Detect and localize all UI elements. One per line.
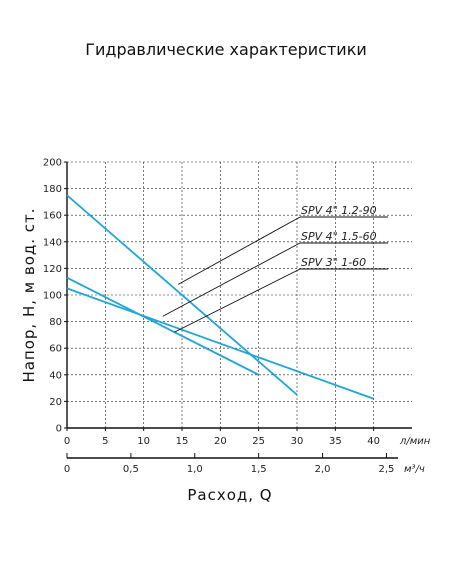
series-line xyxy=(66,287,374,400)
x-tick-label: 20 xyxy=(214,436,227,447)
series-label: SPV 4" 1.2-90 xyxy=(301,204,377,217)
x2-tick-label: 0,5 xyxy=(123,464,139,475)
y-tick-label: 0 xyxy=(56,424,62,435)
page-title: Гидравлические характеристики xyxy=(85,40,367,59)
x-tick-label: 40 xyxy=(367,436,380,447)
x-tick-label: 25 xyxy=(252,436,265,447)
x-tick-label: 30 xyxy=(291,436,304,447)
x2-unit-label: м³/ч xyxy=(404,464,425,475)
x-axis-title: Расход, Q xyxy=(187,486,272,504)
x-unit-label: л/мин xyxy=(399,436,431,447)
series-label: SPV 3" 1-60 xyxy=(301,256,366,269)
x-tick-label: 5 xyxy=(102,436,108,447)
x-tick-label: 10 xyxy=(137,436,150,447)
series-line xyxy=(66,194,298,396)
y-tick-label: 80 xyxy=(49,317,62,328)
annotation-leader xyxy=(162,242,301,317)
annotation-leader xyxy=(174,268,301,333)
y-tick-label: 120 xyxy=(43,264,62,275)
x2-tick-label: 1,5 xyxy=(251,464,267,475)
x2-tick-label: 2,0 xyxy=(315,464,331,475)
series-label: SPV 4" 1.5-60 xyxy=(301,230,377,243)
y-tick-label: 40 xyxy=(49,370,62,381)
y-tick-label: 200 xyxy=(43,158,62,169)
y-tick-label: 180 xyxy=(43,184,62,195)
y-tick-label: 20 xyxy=(49,397,62,408)
x-tick-label: 0 xyxy=(64,436,70,447)
x2-tick-label: 1,0 xyxy=(187,464,203,475)
y-tick-label: 100 xyxy=(43,291,62,302)
series-line xyxy=(66,276,260,376)
y-tick-label: 60 xyxy=(49,344,62,355)
x-tick-label: 15 xyxy=(176,436,189,447)
annotation-leader xyxy=(177,216,301,285)
x2-tick-label: 0 xyxy=(64,464,70,475)
x-tick-label: 35 xyxy=(329,436,342,447)
y-axis-title: Напор, H, м вод. ст. xyxy=(20,207,38,382)
y-tick-label: 160 xyxy=(43,211,62,222)
x2-tick-label: 2,5 xyxy=(378,464,394,475)
y-tick-label: 140 xyxy=(43,237,62,248)
